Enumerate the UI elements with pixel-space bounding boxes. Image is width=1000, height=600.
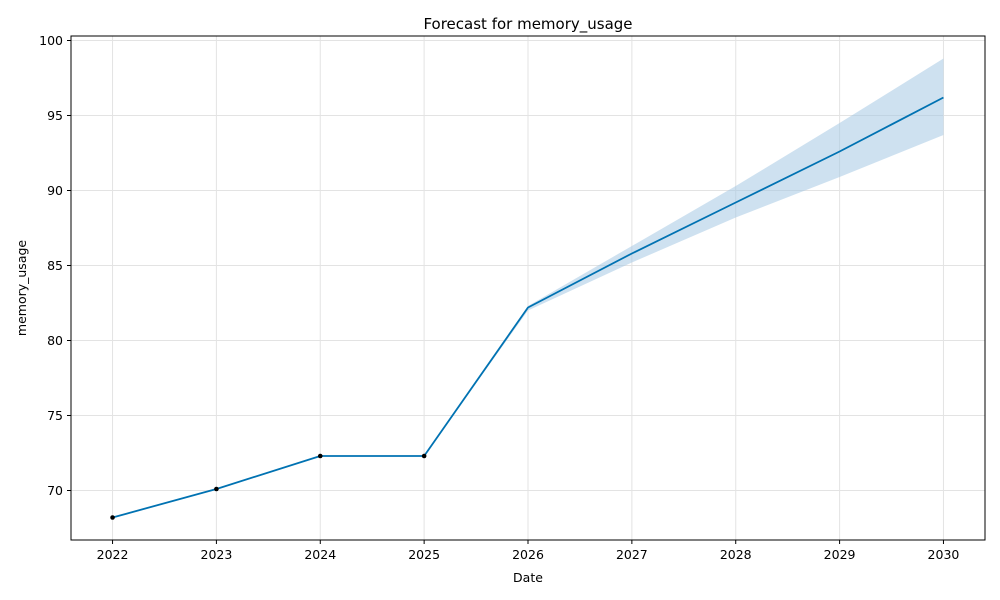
x-tick-label: 2024 — [304, 547, 336, 562]
forecast-line-layer — [112, 96, 944, 519]
observed-points — [110, 453, 427, 520]
x-axis-ticks: 2022 2023 2024 2025 2026 2027 2028 2029 2030 — [97, 540, 960, 562]
x-tick-label: 2028 — [720, 547, 752, 562]
y-tick-label: 80 — [47, 333, 63, 348]
y-tick-label: 90 — [47, 183, 63, 198]
y-tick-label: 70 — [47, 483, 63, 498]
grid — [71, 36, 985, 540]
chart-title: Forecast for memory_usage — [423, 15, 632, 34]
x-tick-label: 2023 — [201, 547, 233, 562]
x-tick-label: 2030 — [928, 547, 960, 562]
x-tick-label: 2027 — [616, 547, 648, 562]
x-tick-label: 2029 — [824, 547, 856, 562]
y-tick-label: 75 — [47, 408, 63, 423]
y-tick-label: 85 — [47, 258, 63, 273]
y-tick-label: 95 — [47, 108, 63, 123]
x-tick-label: 2026 — [512, 547, 544, 562]
x-axis-title: Date — [513, 570, 543, 585]
y-axis-title: memory_usage — [14, 240, 29, 337]
x-tick-label: 2022 — [97, 547, 129, 562]
observed-point — [317, 453, 323, 459]
x-tick-label: 2025 — [408, 547, 440, 562]
forecast-line — [112, 96, 944, 519]
y-axis-ticks: 70 75 80 85 90 95 100 — [39, 33, 71, 498]
observed-point — [421, 453, 427, 459]
observed-point — [214, 486, 219, 492]
observed-point — [110, 515, 115, 520]
y-tick-label: 100 — [39, 33, 63, 48]
